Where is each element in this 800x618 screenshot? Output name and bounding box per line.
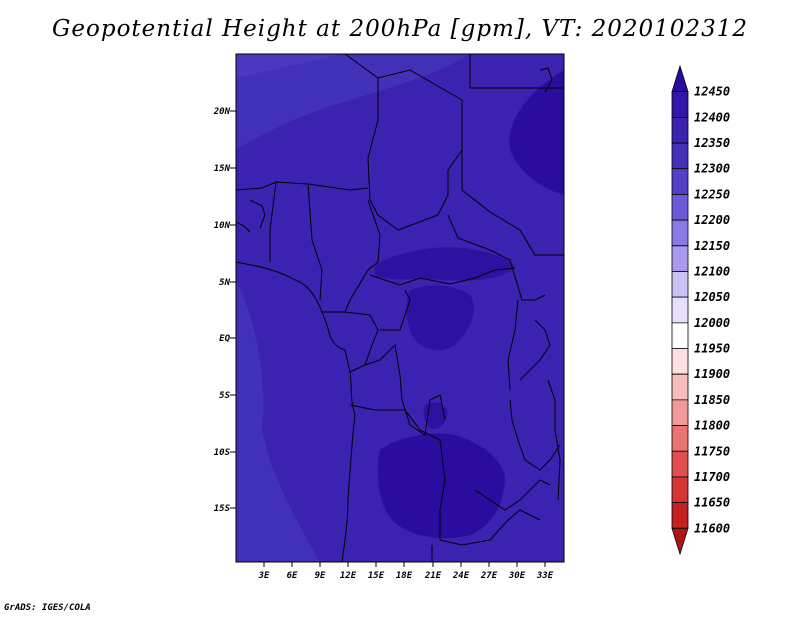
colorbar: 12450 12400 12350 12300 12250 12200 12150 12100… (671, 64, 730, 556)
lon-tick-label: 27E (480, 571, 498, 581)
colorbar-swatch (671, 219, 689, 247)
map-title: Geopotential Height at 200hPa [gpm], VT:… (52, 16, 748, 42)
lat-tick-label: 20N (213, 107, 231, 117)
lon-tick-label: 15E (368, 571, 385, 581)
colorbar-level-label: 12150 (694, 239, 730, 253)
lat-tick-label: 5S (219, 391, 230, 401)
colorbar-swatch (671, 142, 689, 170)
colorbar-swatch (671, 348, 689, 375)
colorbar-swatch (671, 450, 689, 478)
colorbar-level-label: 11750 (694, 444, 730, 458)
colorbar-swatch (671, 399, 689, 426)
lon-tick-label: 21E (424, 571, 442, 581)
colorbar-swatch (671, 64, 689, 93)
colorbar-swatch (671, 168, 689, 195)
colorbar-level-label: 12050 (694, 290, 730, 304)
colorbar-level-label: 12300 (694, 162, 730, 176)
colorbar-level-label: 12100 (694, 264, 730, 278)
lon-tick-label: 6E (287, 571, 298, 581)
lon-tick-label: 3E (258, 571, 270, 581)
colorbar-level-label: 11850 (694, 393, 730, 407)
colorbar-level-label: 12250 (694, 187, 730, 201)
colorbar-level-label: 12000 (694, 316, 730, 330)
lat-axis: 20N 15N 10N 5N EQ 5S 10S 15S (213, 107, 236, 514)
colorbar-swatch (671, 476, 689, 504)
boundaries (236, 54, 564, 562)
lon-axis: 3E 6E 9E 12E 15E 18E 21E 24E 27E 30E 33E (258, 562, 554, 581)
colorbar-level-label: 12400 (694, 110, 730, 124)
lat-tick-label: 15S (214, 504, 231, 514)
lat-tick-label: 15N (214, 164, 231, 174)
colorbar-swatch (671, 373, 689, 401)
colorbar-level-label: 11650 (694, 496, 730, 510)
lat-tick-label: EQ (219, 334, 230, 344)
grads-credit: GrADS: IGES/COLA (4, 603, 91, 613)
colorbar-level-label: 11800 (694, 419, 730, 433)
lon-tick-label: 18E (396, 571, 413, 581)
lat-tick-label: 5N (219, 278, 230, 288)
colorbar-level-label: 11950 (694, 342, 730, 356)
colorbar-swatch (671, 296, 689, 324)
colorbar-swatch (671, 245, 689, 272)
colorbar-level-label: 11600 (694, 521, 730, 535)
lon-tick-label: 30E (508, 571, 526, 581)
colorbar-swatch (671, 527, 689, 556)
colorbar-level-label: 12450 (694, 85, 730, 99)
colorbar-swatch (671, 91, 689, 118)
colorbar-level-label: 11700 (694, 470, 730, 484)
colorbar-swatch (671, 425, 689, 452)
height-field (236, 54, 564, 562)
colorbar-swatch (671, 502, 689, 529)
lon-tick-label: 24E (452, 571, 470, 581)
colorbar-swatch (671, 322, 689, 349)
colorbar-level-label: 12350 (694, 136, 730, 150)
colorbar-swatch (671, 271, 689, 298)
colorbar-swatch (671, 116, 689, 144)
lon-tick-label: 9E (315, 571, 326, 581)
lon-tick-label: 12E (340, 571, 357, 581)
lat-tick-label: 10S (214, 448, 231, 458)
lon-tick-label: 33E (536, 571, 554, 581)
colorbar-level-label: 12200 (694, 213, 730, 227)
colorbar-level-label: 11900 (694, 367, 730, 381)
lat-tick-label: 10N (214, 221, 231, 231)
colorbar-swatch (671, 194, 689, 221)
map-frame (235, 53, 565, 563)
